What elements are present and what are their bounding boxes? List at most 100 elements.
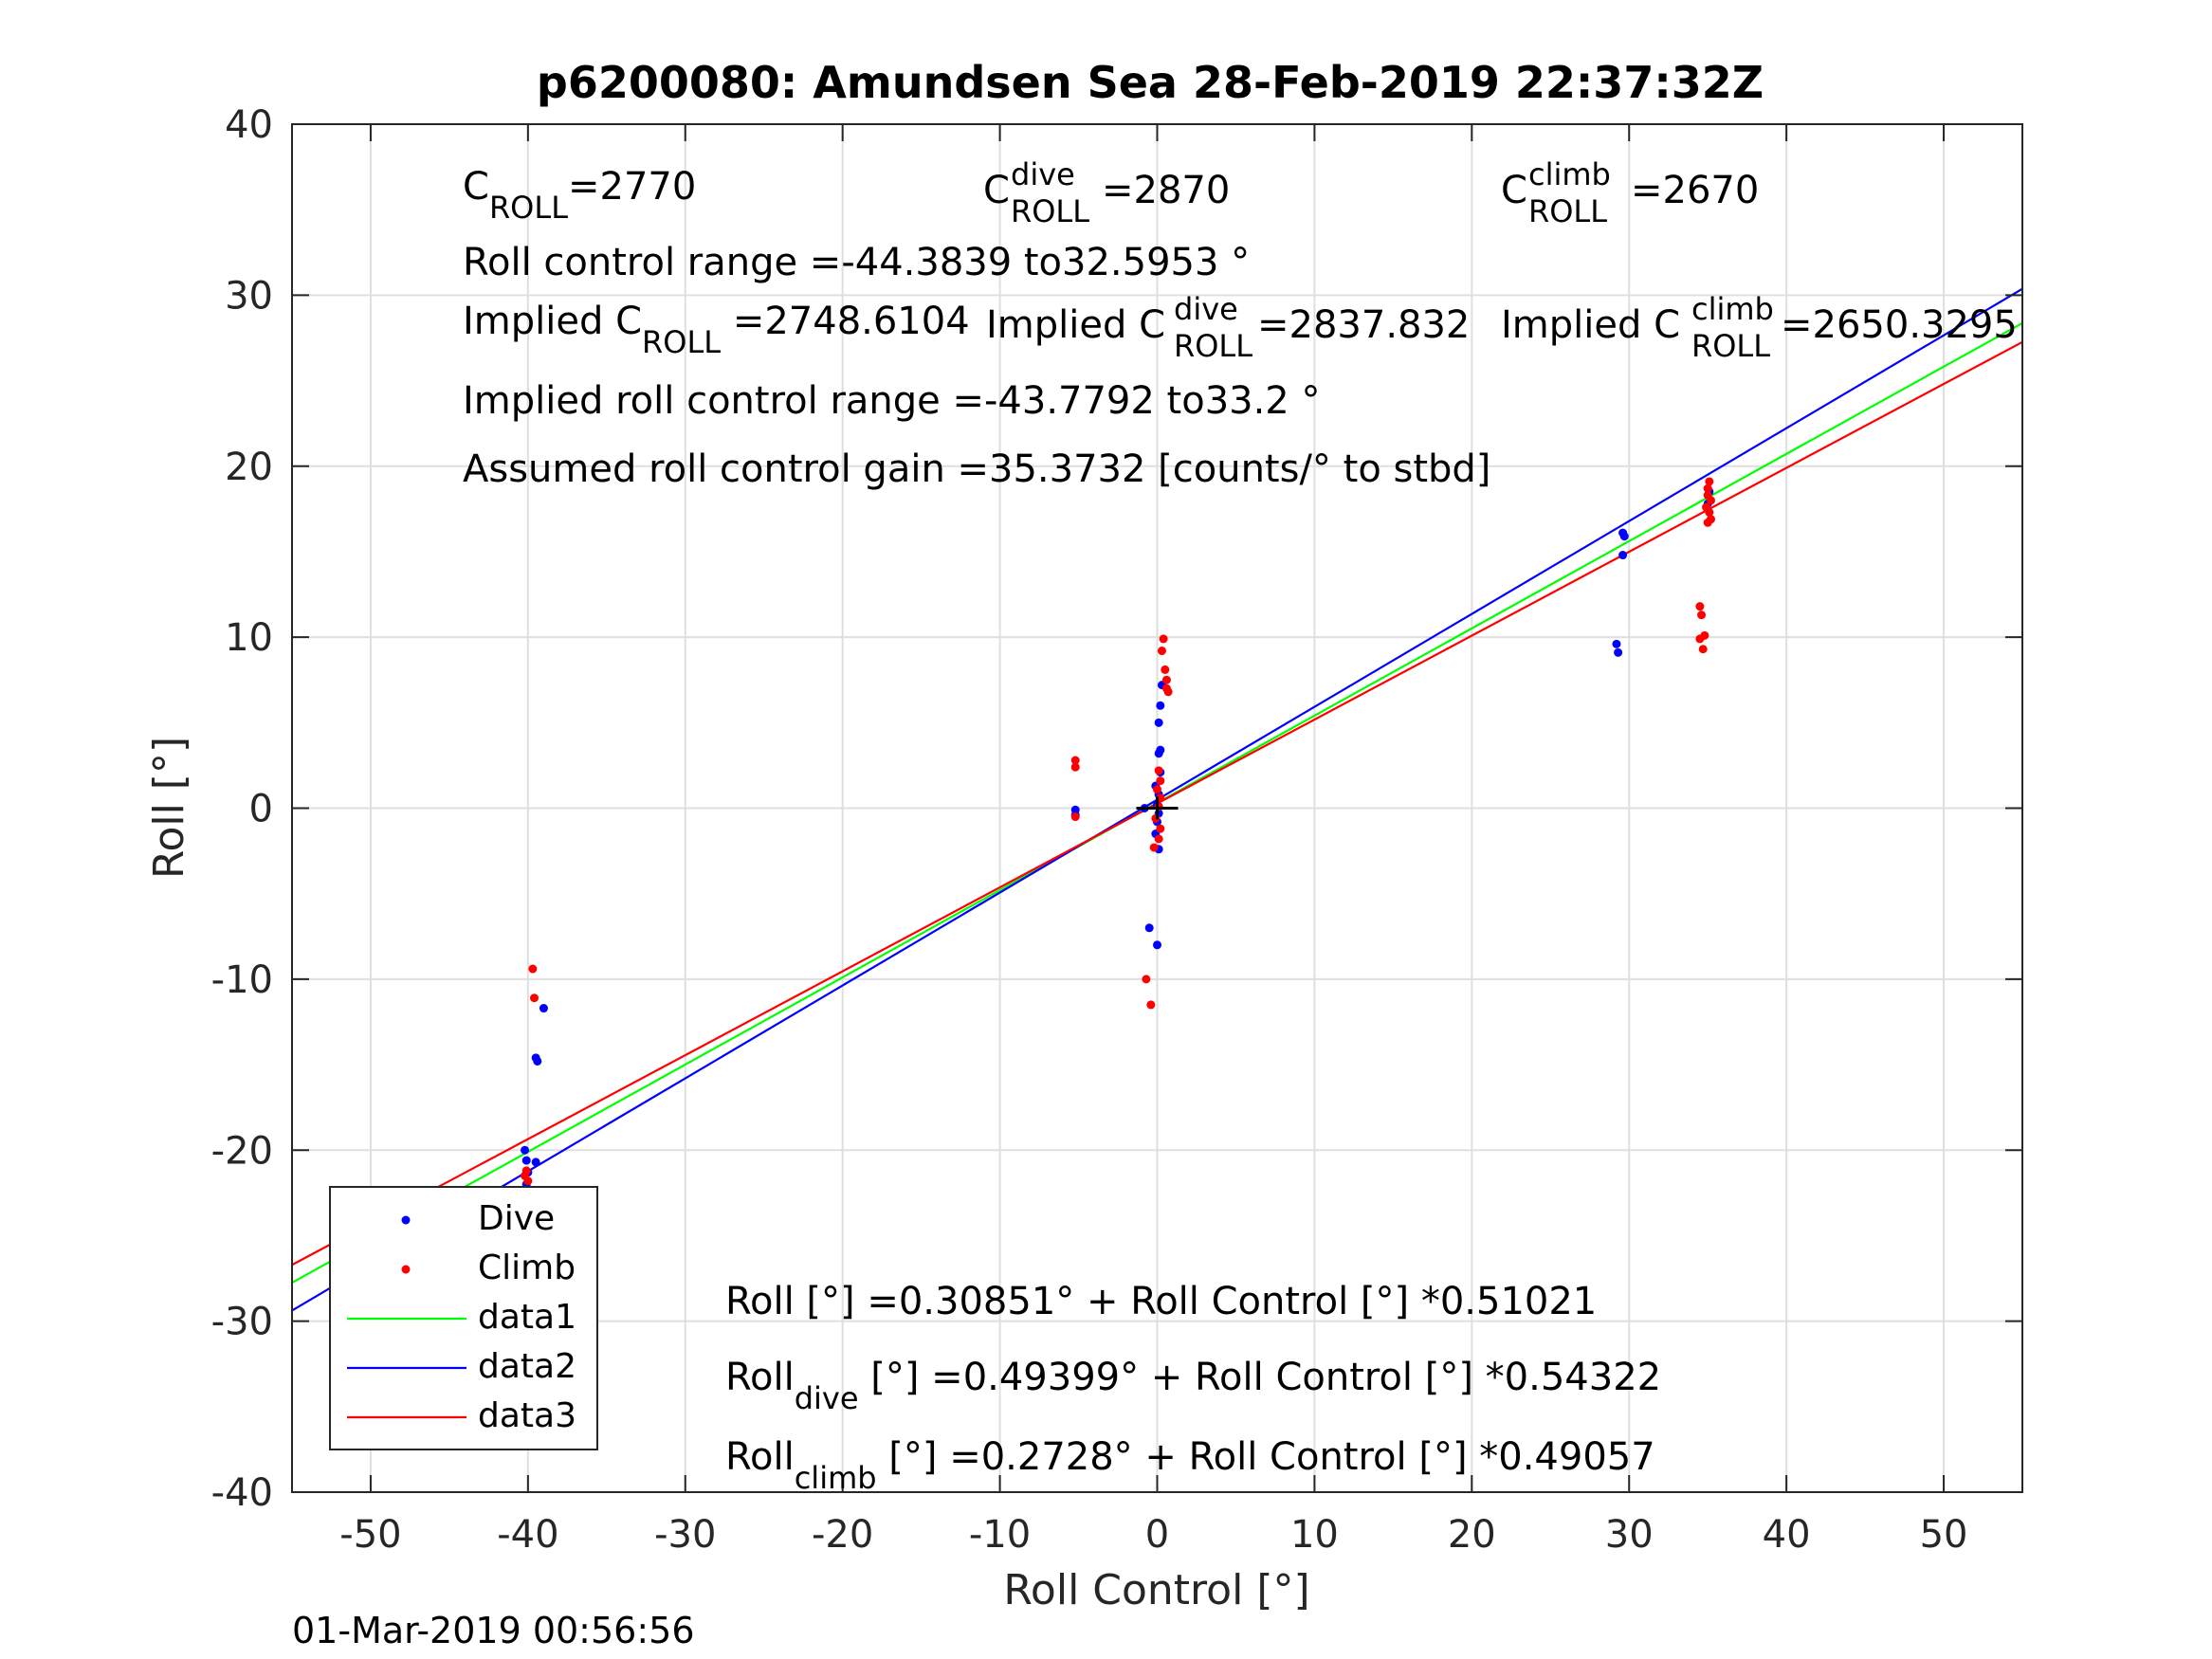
x-tick-label: 40 (1763, 1513, 1811, 1557)
climb-point (1142, 975, 1151, 984)
annotation-c-roll-climb-value: =2670 (1631, 169, 1759, 212)
tick-marks (292, 123, 2022, 1493)
legend-label-data3: data3 (478, 1396, 576, 1435)
y-tick-label: -20 (211, 1129, 273, 1173)
annotation-fit-all: Roll [°] =0.30851° + Roll Control [°] *0… (725, 1280, 1597, 1323)
climb-point (1149, 843, 1159, 852)
annotation-fit-dive: Rolldive [°] =0.49399° + Roll Control [°… (725, 1356, 1661, 1416)
y-tick-label: 30 (225, 274, 273, 318)
annotation-c-roll-dive-sub: ROLL (1011, 193, 1089, 229)
climb-point (1154, 766, 1163, 775)
legend-marker-dive (401, 1215, 411, 1225)
dive-point (533, 1056, 542, 1066)
y-tick-label: -10 (211, 958, 273, 1002)
y-tick-labels: -40 -30 -20 -10 0 10 20 30 40 (211, 103, 273, 1515)
x-tick-label: 30 (1605, 1513, 1654, 1557)
annotation-implied-c-roll: Implied CROLL =2748.6104 (463, 300, 970, 360)
annotation-c-roll-dive-sup: dive (1011, 156, 1075, 192)
annotation-implied-roll-control-range: Implied roll control range =-43.7792 to3… (463, 379, 1320, 423)
y-tick-label: 20 (225, 446, 273, 489)
climb-point (1156, 824, 1165, 833)
y-tick-label: 40 (225, 103, 273, 147)
climb-point (1159, 634, 1168, 644)
legend-label-climb: Climb (478, 1249, 576, 1287)
dive-point (1154, 718, 1163, 727)
legend-entries (347, 1215, 466, 1419)
annotation-roll-control-range: Roll control range =-44.3839 to32.5953 ° (463, 241, 1250, 284)
annotation-c-roll-climb: C (1501, 169, 1527, 212)
y-axis-label: Roll [°] (145, 737, 193, 879)
climb-point (1157, 647, 1166, 656)
climb-point (1707, 515, 1715, 524)
climb-point (1156, 776, 1165, 786)
climb-point (1705, 477, 1714, 486)
dive-point (539, 1004, 548, 1013)
dive-point (531, 1158, 540, 1167)
climb-point (1700, 630, 1709, 640)
climb-point (1070, 762, 1080, 772)
x-tick-label: 10 (1290, 1513, 1339, 1557)
x-tick-labels: -50 -40 -30 -20 -10 0 10 20 30 40 50 (339, 1513, 1967, 1557)
timestamp: 01-Mar-2019 00:56:56 (292, 1610, 695, 1651)
x-tick-label: -50 (339, 1513, 401, 1557)
annotation-implied-c-roll-climb: Implied C (1501, 303, 1680, 347)
annotation-c-roll-dive: C (983, 169, 1010, 212)
dive-point (521, 1156, 531, 1165)
annotation-implied-c-roll-dive: Implied C (986, 303, 1165, 347)
climb-point (530, 994, 539, 1003)
dive-point (1156, 745, 1165, 755)
dive-point (1618, 551, 1628, 560)
x-tick-label: 0 (1145, 1513, 1169, 1557)
climb-point (1702, 502, 1711, 512)
climb-point (1703, 490, 1712, 500)
climb-point (528, 964, 538, 974)
annotation-implied-c-roll-climb-sub: ROLL (1691, 328, 1770, 364)
dive-point (521, 1145, 530, 1155)
x-tick-label: 50 (1920, 1513, 1968, 1557)
legend-label-data2: data2 (478, 1347, 576, 1386)
y-tick-label: -40 (211, 1471, 273, 1515)
dive-point (1619, 532, 1629, 541)
annotation-implied-c-roll-climb-sup: climb (1691, 291, 1774, 327)
legend: Dive Climb data1 data2 data3 (329, 1186, 598, 1450)
y-tick-label: -30 (211, 1301, 273, 1344)
annotation-implied-c-roll-climb-value: =2650.3295 (1781, 303, 2018, 347)
climb-point (1161, 684, 1171, 693)
y-tick-label: 10 (225, 616, 273, 660)
climb-point (1161, 675, 1171, 684)
annotation-fit-climb: Rollclimb [°] =0.2728° + Roll Control [°… (725, 1435, 1655, 1496)
x-tick-label: -10 (969, 1513, 1031, 1557)
annotation-c-roll-climb-sup: climb (1528, 156, 1611, 192)
x-axis-label: Roll Control [°] (1003, 1566, 1309, 1614)
climb-point (1698, 645, 1708, 654)
climb-point (1697, 611, 1707, 620)
x-tick-label: -20 (812, 1513, 873, 1557)
x-tick-label: 20 (1448, 1513, 1496, 1557)
climb-point (1154, 834, 1163, 844)
climb-point (1703, 483, 1712, 493)
annotation-implied-c-roll-dive-sup: dive (1174, 291, 1238, 327)
legend-label-data1: data1 (478, 1298, 576, 1337)
climb-point (1153, 785, 1161, 794)
dive-point (1144, 923, 1154, 933)
chart-title: p6200080: Amundsen Sea 28-Feb-2019 22:37… (537, 57, 1764, 108)
annotation-assumed-gain: Assumed roll control gain =35.3732 [coun… (463, 447, 1490, 491)
origin-marker (1136, 796, 1179, 820)
x-tick-label: -40 (497, 1513, 558, 1557)
climb-point (1695, 602, 1705, 611)
climb-point (1070, 756, 1080, 765)
dive-point (1153, 940, 1161, 950)
annotation-implied-c-roll-dive-value: =2837.832 (1257, 303, 1470, 347)
climb-point (1146, 1000, 1156, 1010)
y-tick-label: 0 (249, 788, 273, 831)
dive-point (1156, 701, 1165, 710)
x-tick-label: -30 (654, 1513, 716, 1557)
climb-point (521, 1171, 530, 1180)
legend-label-dive: Dive (478, 1199, 555, 1238)
annotation-implied-c-roll-dive-sub: ROLL (1174, 328, 1252, 364)
annotation-c-roll-dive-value: =2870 (1102, 169, 1230, 212)
climb-point (1070, 812, 1080, 822)
annotation-c-roll-climb-sub: ROLL (1528, 193, 1607, 229)
climb-point (1161, 665, 1170, 674)
